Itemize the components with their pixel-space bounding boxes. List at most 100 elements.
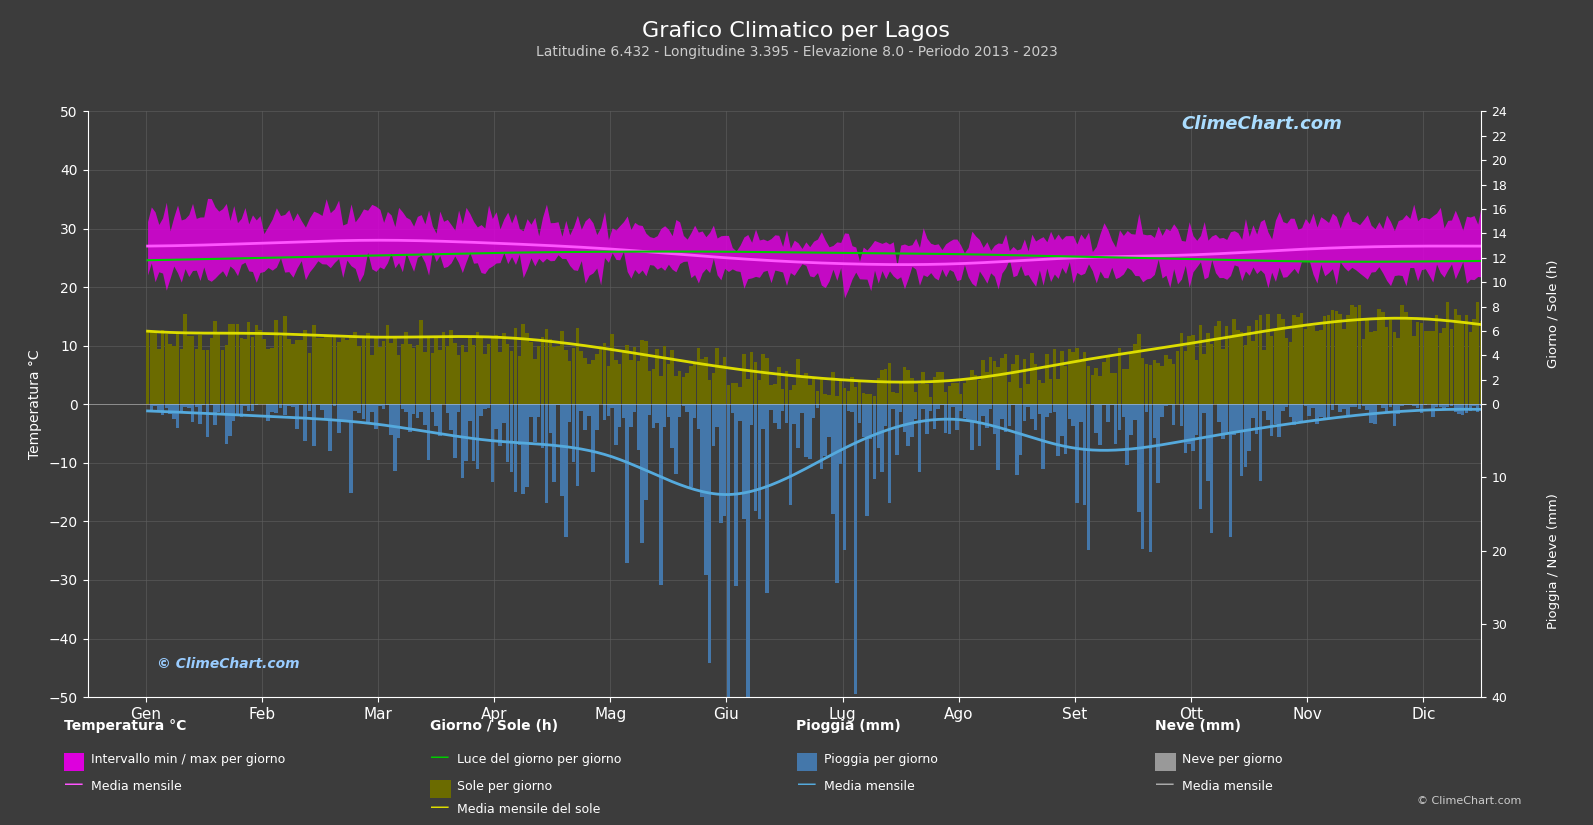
Bar bbox=[583, 358, 586, 404]
Bar bbox=[460, 345, 464, 404]
Bar bbox=[1091, 375, 1094, 404]
Bar bbox=[499, 352, 502, 404]
Bar bbox=[884, 369, 887, 404]
Bar bbox=[693, 404, 696, 418]
Bar bbox=[1311, 326, 1314, 404]
Bar bbox=[796, 404, 800, 448]
Bar bbox=[1510, 404, 1513, 413]
Bar bbox=[1266, 404, 1270, 420]
Bar bbox=[1517, 404, 1521, 407]
Bar bbox=[370, 404, 374, 412]
Bar bbox=[895, 394, 898, 404]
Bar bbox=[1045, 354, 1048, 404]
Bar bbox=[918, 404, 921, 472]
Bar bbox=[1419, 404, 1423, 412]
Bar bbox=[679, 371, 682, 404]
Bar bbox=[213, 404, 217, 425]
Bar bbox=[1072, 352, 1075, 404]
Bar bbox=[835, 395, 838, 404]
Bar bbox=[1330, 310, 1335, 404]
Bar bbox=[637, 404, 640, 450]
Bar bbox=[921, 404, 926, 408]
Bar bbox=[1532, 321, 1536, 404]
Bar bbox=[1247, 326, 1251, 404]
Bar bbox=[781, 404, 784, 411]
Bar bbox=[476, 332, 479, 404]
Bar bbox=[832, 404, 835, 514]
Bar bbox=[615, 404, 618, 445]
Bar bbox=[644, 341, 648, 404]
Bar bbox=[389, 343, 393, 404]
Bar bbox=[1357, 305, 1362, 404]
Bar bbox=[892, 404, 895, 408]
Bar bbox=[244, 338, 247, 404]
Bar bbox=[1303, 329, 1308, 404]
Bar bbox=[325, 404, 328, 419]
Bar bbox=[629, 404, 632, 427]
Bar bbox=[164, 334, 167, 404]
Bar bbox=[827, 404, 832, 437]
Bar bbox=[671, 350, 674, 404]
Bar bbox=[1172, 364, 1176, 404]
Bar bbox=[731, 404, 734, 413]
Bar bbox=[1292, 314, 1295, 404]
Bar bbox=[1480, 404, 1483, 406]
Bar bbox=[540, 337, 545, 404]
Bar bbox=[1211, 344, 1214, 404]
Bar bbox=[427, 338, 430, 404]
Bar bbox=[1187, 404, 1192, 444]
Bar bbox=[1064, 404, 1067, 454]
Bar bbox=[970, 404, 973, 450]
Bar bbox=[777, 366, 781, 404]
Bar bbox=[929, 397, 932, 404]
Bar bbox=[758, 404, 761, 520]
Bar bbox=[452, 404, 457, 459]
Bar bbox=[194, 404, 198, 407]
Bar bbox=[479, 404, 483, 416]
Bar bbox=[494, 335, 499, 404]
Bar bbox=[679, 404, 682, 417]
Bar bbox=[789, 390, 792, 404]
Bar bbox=[895, 404, 898, 455]
Bar bbox=[354, 332, 357, 404]
Bar bbox=[832, 372, 835, 404]
Bar bbox=[1362, 404, 1365, 407]
Bar bbox=[1164, 404, 1168, 406]
Bar bbox=[626, 404, 629, 563]
Bar bbox=[1424, 331, 1427, 404]
Bar bbox=[870, 404, 873, 439]
Bar bbox=[457, 404, 460, 412]
Bar bbox=[328, 404, 333, 450]
Bar bbox=[1200, 404, 1203, 509]
Bar bbox=[674, 404, 677, 474]
Bar bbox=[328, 337, 333, 404]
Bar bbox=[857, 381, 862, 404]
Bar bbox=[312, 326, 315, 404]
Bar bbox=[175, 404, 180, 427]
Bar bbox=[408, 344, 411, 404]
Bar bbox=[921, 372, 926, 404]
Bar bbox=[1376, 404, 1381, 405]
Bar bbox=[150, 404, 153, 412]
Bar bbox=[1200, 325, 1203, 404]
Bar bbox=[430, 353, 433, 404]
Bar bbox=[1397, 338, 1400, 404]
Bar bbox=[299, 341, 303, 404]
Bar bbox=[354, 404, 357, 412]
Bar bbox=[1370, 404, 1373, 423]
Bar bbox=[172, 346, 175, 404]
Bar bbox=[575, 404, 580, 486]
Bar bbox=[1228, 337, 1231, 404]
Bar bbox=[996, 404, 1000, 470]
Bar bbox=[1110, 374, 1114, 404]
Bar bbox=[1499, 318, 1502, 404]
Bar bbox=[382, 341, 386, 404]
Bar bbox=[161, 330, 164, 404]
Bar bbox=[1300, 313, 1303, 404]
Bar bbox=[707, 404, 712, 662]
Bar bbox=[1427, 332, 1431, 404]
Bar bbox=[1157, 363, 1160, 404]
Text: —: — bbox=[1155, 775, 1174, 794]
Bar bbox=[596, 404, 599, 431]
Bar bbox=[1338, 404, 1341, 412]
